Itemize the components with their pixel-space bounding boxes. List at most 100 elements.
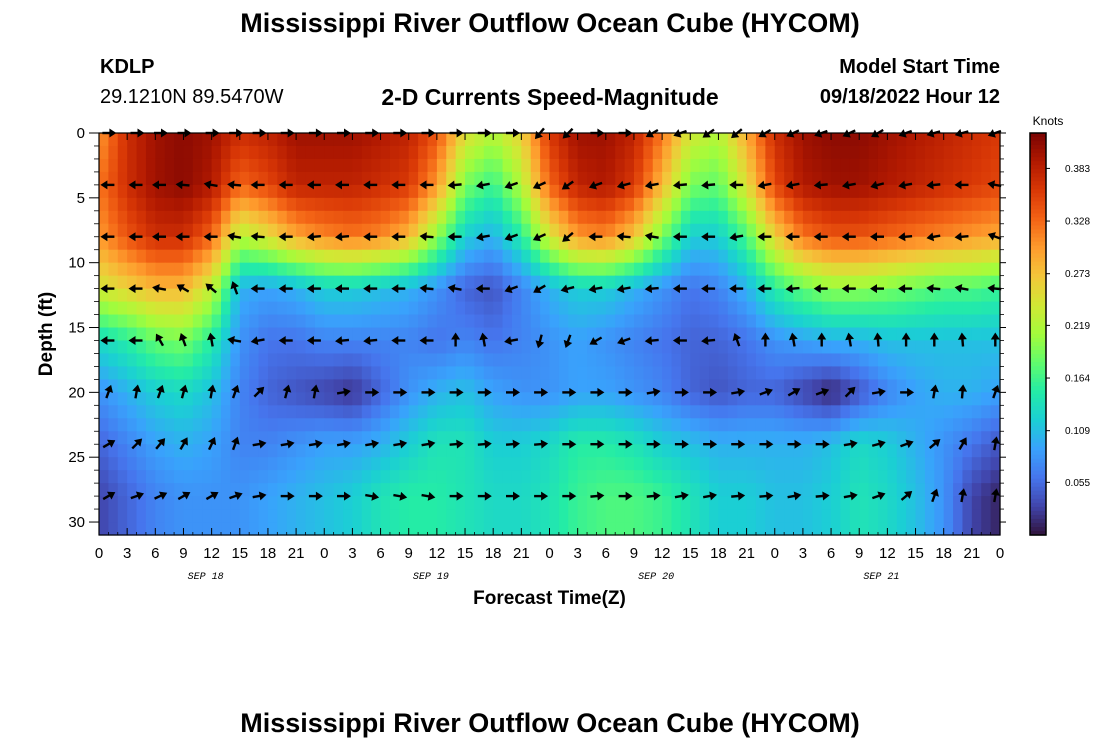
heatmap-cell: [849, 301, 860, 316]
heatmap-cell: [427, 470, 438, 484]
x-tick-label: 12: [429, 545, 446, 562]
heatmap-cell: [765, 392, 776, 406]
heatmap-cell: [202, 366, 213, 380]
heatmap-cell: [868, 379, 879, 393]
heatmap-cell: [540, 301, 551, 316]
heatmap-cell: [718, 236, 729, 251]
heatmap-cell: [267, 314, 278, 329]
heatmap-cell: [821, 457, 832, 471]
heatmap-cell: [145, 353, 156, 368]
heatmap-cell: [127, 340, 138, 355]
heatmap-cell: [962, 145, 973, 160]
heatmap-cell: [990, 366, 1001, 380]
heatmap-cell: [164, 249, 175, 264]
heatmap-cell: [389, 522, 400, 536]
heatmap-cell: [577, 301, 588, 316]
colorbar-segment: [1030, 398, 1046, 403]
heatmap-cell: [192, 314, 203, 329]
heatmap-cell: [924, 522, 935, 536]
heatmap-cell: [230, 483, 241, 497]
heatmap-cell: [774, 392, 785, 406]
heatmap-cell: [793, 483, 804, 497]
heatmap-cell: [502, 236, 513, 251]
heatmap-cell: [174, 405, 185, 419]
heatmap-cell: [896, 133, 907, 147]
heatmap-cell: [371, 457, 382, 471]
heatmap-cell: [953, 262, 964, 277]
heatmap-cell: [821, 197, 832, 212]
heatmap-cell: [399, 340, 410, 355]
heatmap-cell: [831, 483, 842, 497]
heatmap-cell: [511, 197, 522, 212]
heatmap-cell: [389, 405, 400, 419]
current-arrow: [505, 439, 520, 449]
current-arrow: [588, 181, 603, 190]
heatmap-cell: [511, 340, 522, 355]
heatmap-cell: [455, 171, 466, 186]
heatmap-cell: [746, 379, 757, 393]
heatmap-cell: [774, 314, 785, 329]
heatmap-cell: [915, 496, 926, 510]
heatmap-cell: [211, 444, 222, 458]
colorbar-segment: [1030, 382, 1046, 387]
heatmap-cell: [906, 418, 917, 432]
heatmap-cell: [774, 418, 785, 432]
colorbar-segment: [1030, 342, 1046, 347]
heatmap-cell: [99, 133, 109, 147]
heatmap-cell: [671, 379, 682, 393]
heatmap-cell: [671, 340, 682, 355]
heatmap-cell: [352, 457, 363, 471]
heatmap-cell: [943, 288, 954, 303]
heatmap-cell: [258, 470, 269, 484]
current-arrow: [393, 439, 408, 449]
heatmap-cell: [671, 133, 682, 147]
heatmap-cell: [849, 340, 860, 355]
heatmap-cell: [709, 340, 720, 355]
heatmap-cell: [981, 145, 992, 160]
heatmap-cell: [389, 418, 400, 432]
heatmap-cell: [962, 249, 973, 264]
heatmap-cell: [258, 392, 269, 406]
heatmap-cell: [793, 379, 804, 393]
heatmap-cell: [455, 431, 466, 445]
heatmap-cell: [953, 288, 964, 303]
heatmap-cell: [371, 470, 382, 484]
heatmap-cell: [202, 522, 213, 536]
current-arrow: [954, 180, 969, 190]
current-arrow: [590, 491, 605, 501]
heatmap-cell: [680, 522, 691, 536]
heatmap-cell: [352, 145, 363, 160]
heatmap-cell: [455, 314, 466, 329]
heatmap-cell: [802, 353, 813, 368]
y-tick-label: 0: [77, 125, 85, 142]
heatmap-cell: [202, 509, 213, 523]
heatmap-cell: [652, 301, 663, 316]
heatmap-cell: [99, 236, 109, 251]
heatmap-cell: [502, 483, 513, 497]
heatmap-cell: [239, 457, 250, 471]
heatmap-cell: [633, 509, 644, 523]
heatmap-cell: [427, 262, 438, 277]
heatmap-cell: [136, 210, 147, 225]
current-arrow: [532, 181, 547, 190]
heatmap-cell: [483, 496, 494, 510]
heatmap-cell: [371, 392, 382, 406]
heatmap-cell: [408, 366, 419, 380]
heatmap-cell: [483, 275, 494, 290]
heatmap-cell: [521, 405, 532, 419]
heatmap-cell: [802, 340, 813, 355]
current-arrow: [785, 232, 800, 242]
heatmap-cell: [230, 444, 241, 458]
heatmap-cell: [230, 184, 241, 199]
heatmap-cell: [511, 210, 522, 225]
heatmap-cell: [221, 301, 231, 316]
heatmap-cell: [361, 223, 372, 238]
heatmap-cell: [587, 509, 598, 523]
colorbar-segment: [1030, 269, 1046, 275]
heatmap-cell: [718, 301, 729, 316]
heatmap-cell: [746, 327, 757, 342]
heatmap-cell: [793, 444, 804, 458]
heatmap-cell: [718, 379, 729, 393]
heatmap-cell: [192, 509, 203, 523]
heatmap-cell: [352, 366, 363, 380]
